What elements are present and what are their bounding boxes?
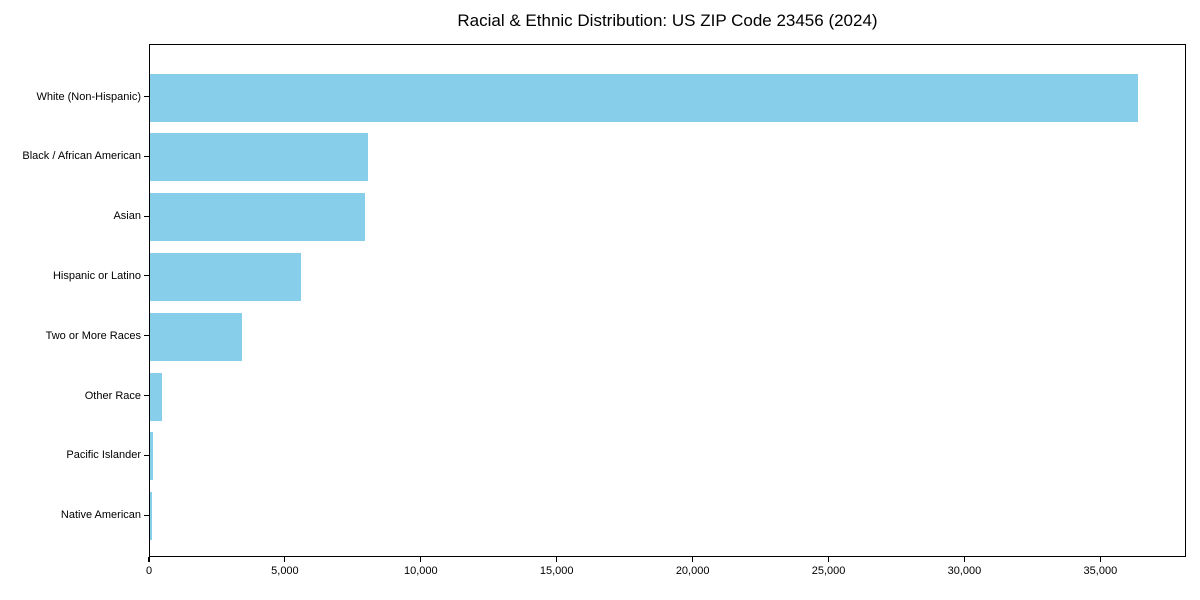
x-tick-mark — [420, 557, 422, 562]
bar-black-african-american — [150, 133, 368, 182]
x-tick-mark — [1099, 557, 1101, 562]
category-label: Black / African American — [22, 150, 141, 163]
x-tick-label: 15,000 — [539, 565, 574, 577]
x-tick-mark — [692, 557, 694, 562]
chart-title: Racial & Ethnic Distribution: US ZIP Cod… — [457, 11, 878, 30]
x-tick-mark — [148, 557, 150, 562]
y-tick-mark — [144, 155, 149, 157]
x-tick-label: 0 — [145, 565, 153, 577]
category-label: Two or More Races — [45, 329, 141, 342]
bar-two-or-more-races — [150, 312, 243, 361]
category-label: Native American — [60, 509, 141, 522]
category-label: Hispanic or Latino — [52, 269, 141, 282]
x-tick-mark — [827, 557, 830, 562]
bar-hispanic-or-latino — [150, 252, 301, 301]
x-tick-mark — [963, 557, 966, 562]
y-tick-mark — [144, 95, 149, 98]
bar-asian — [150, 193, 365, 242]
y-tick-mark — [144, 335, 149, 337]
y-tick-mark — [144, 514, 149, 516]
y-tick-mark — [144, 454, 149, 456]
category-label: Asian — [113, 210, 141, 223]
bar-white-non-hispanic — [150, 73, 1139, 122]
x-tick-label: 25,000 — [811, 565, 846, 577]
bar-pacific-islander — [150, 432, 154, 481]
x-tick-label: 30,000 — [947, 565, 982, 577]
x-tick-label: 5,000 — [271, 565, 299, 577]
category-label: Other Race — [84, 389, 141, 402]
y-tick-mark — [144, 275, 149, 277]
bar-native-american — [150, 492, 153, 541]
x-tick-label: 35,000 — [1083, 565, 1118, 577]
x-tick-label: 10,000 — [403, 565, 438, 577]
bar-other-race — [150, 372, 163, 421]
x-tick-mark — [556, 557, 558, 562]
plot-area — [149, 44, 1186, 557]
y-tick-mark — [144, 394, 149, 397]
y-tick-mark — [144, 215, 149, 217]
category-label: White (Non-Hispanic) — [36, 90, 141, 103]
category-label: Pacific Islander — [66, 449, 141, 462]
x-tick-mark — [284, 557, 286, 562]
x-tick-label: 20,000 — [675, 565, 710, 577]
